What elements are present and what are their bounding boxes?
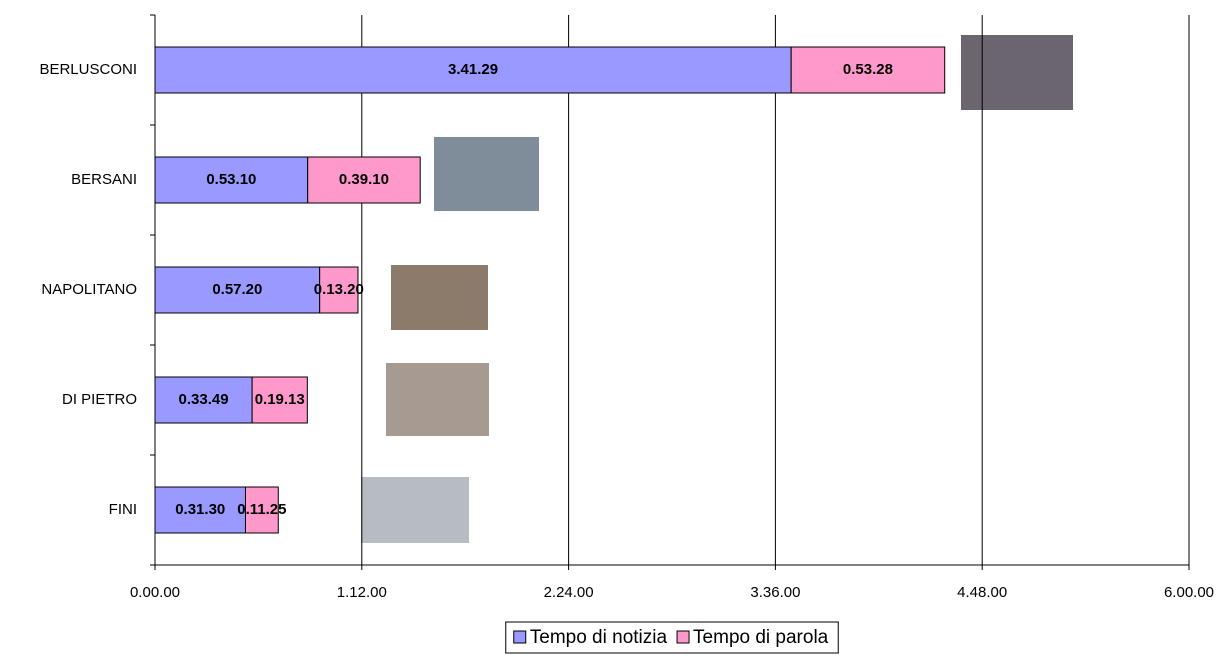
legend-label: Tempo di notizia [530,627,668,648]
legend-label: Tempo di parola [693,627,829,648]
y-tick-label: NAPOLITANO [41,281,137,298]
x-tick-label: 6.00.00 [1164,584,1214,601]
photos [361,35,1073,543]
value-label: 3.41.29 [448,61,498,78]
value-label: 0.13.20 [314,281,364,298]
bar-segment [790,46,946,94]
bar-segment [154,46,792,94]
value-label: 0.53.28 [843,61,893,78]
legend-box [505,621,839,654]
legend-swatch [513,630,527,644]
photo [961,35,1073,110]
value-label: 0.31.30 [175,501,225,518]
value-label: 0.33.49 [179,391,229,408]
legend-swatch [676,630,690,644]
bar-segment [319,266,359,314]
photo [386,363,489,436]
x-tick-label: 3.36.00 [750,584,800,601]
bar-segment [251,376,308,424]
y-tick-label: FINI [109,501,137,518]
photo [434,137,539,211]
value-label: 0.11.25 [237,501,286,518]
y-tick-label: BERSANI [71,171,137,188]
photo [391,265,488,330]
y-tick-label: BERLUSCONI [39,61,137,78]
photo [361,477,469,543]
value-label: 0.53.10 [206,171,256,188]
x-tick-label: 4.48.00 [957,584,1007,601]
value-label: 0.19.13 [255,391,305,408]
y-tick-label: DI PIETRO [62,391,137,408]
x-tick-label: 0.00.00 [130,584,180,601]
bar-segment [244,486,279,534]
bar-segment [154,156,309,204]
bar-segment [154,486,246,534]
legend: Tempo di notizia Tempo di parola [505,621,839,654]
bar-segment [307,156,421,204]
x-tick-label: 2.24.00 [544,584,594,601]
value-label: 0.39.10 [339,171,389,188]
value-label: 0.57.20 [212,281,262,298]
x-tick-label: 1.12.00 [337,584,387,601]
